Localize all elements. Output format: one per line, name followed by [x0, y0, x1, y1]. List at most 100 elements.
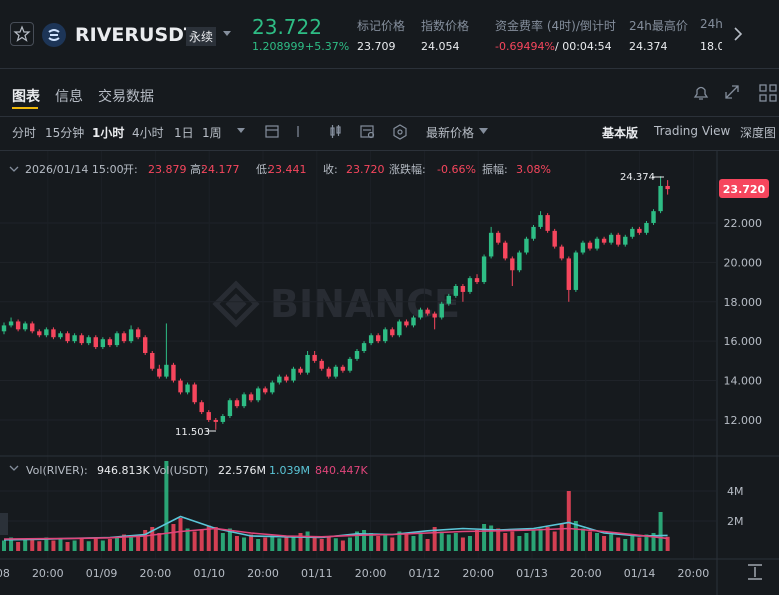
- candle-body: [517, 252, 522, 271]
- last-price-tag-text: 23.720: [723, 183, 766, 196]
- candle-body: [474, 278, 480, 283]
- volume-bar: [602, 536, 607, 551]
- stat-label: 24h最高价: [629, 19, 688, 33]
- symbol-dropdown[interactable]: [222, 30, 232, 38]
- tab[interactable]: 信息: [55, 89, 83, 105]
- divider: [0, 116, 779, 117]
- y-tick-label: 18.000: [724, 296, 763, 309]
- tab[interactable]: 图表: [12, 89, 40, 105]
- stat-value: 24.054: [421, 40, 460, 53]
- view-option[interactable]: 深度图: [740, 126, 777, 140]
- candle-body: [524, 238, 529, 253]
- axis-reset[interactable]: [748, 564, 762, 580]
- tool-icons: [237, 124, 407, 140]
- volume-bar: [489, 525, 494, 551]
- candle-body: [86, 337, 91, 344]
- candle-body: [44, 329, 49, 336]
- view-option[interactable]: 基本版: [602, 126, 639, 140]
- candle-body: [418, 309, 423, 318]
- x-tick-label: 20:00: [462, 567, 494, 580]
- interval[interactable]: 分时: [12, 126, 37, 140]
- collapse-volume[interactable]: [9, 465, 19, 471]
- stats-scroll[interactable]: [722, 0, 779, 68]
- candle-body: [128, 329, 134, 342]
- expand-icon[interactable]: [725, 85, 739, 99]
- candle-body: [411, 317, 416, 326]
- candle-body: [552, 230, 557, 247]
- volume-bar: [623, 539, 628, 551]
- volume-bar: [178, 518, 183, 551]
- stat-value: 23.709: [357, 40, 396, 53]
- calendar-icon[interactable]: [265, 125, 279, 138]
- x-tick-label: 20:00: [678, 567, 710, 580]
- volume-bar: [150, 527, 155, 551]
- volume-bar: [524, 533, 529, 551]
- candle-body: [467, 278, 473, 292]
- tab[interactable]: 交易数据: [98, 89, 154, 105]
- interval[interactable]: 1小时: [92, 126, 125, 140]
- volume-bar: [460, 537, 465, 551]
- info-label: 开:: [123, 163, 138, 176]
- favorite-button[interactable]: [10, 22, 34, 46]
- funding-rate: -0.69494%: [495, 40, 555, 53]
- volume-bar: [496, 528, 501, 551]
- interval[interactable]: 4小时: [132, 126, 164, 140]
- candle-icon[interactable]: [330, 125, 341, 138]
- view-option[interactable]: Trading View: [654, 124, 731, 138]
- volume-bar: [573, 521, 578, 551]
- candle-body: [425, 309, 430, 314]
- settings-icon[interactable]: [393, 124, 407, 140]
- volume-bar: [355, 531, 359, 551]
- candle-body: [488, 232, 494, 257]
- price-type[interactable]: 最新价格: [426, 126, 475, 140]
- interval[interactable]: 15分钟: [45, 126, 85, 140]
- volume-bar: [44, 537, 49, 551]
- candle-body: [185, 384, 190, 393]
- candle-body: [566, 258, 571, 290]
- volume-bar: [326, 536, 331, 551]
- volume-bar: [136, 536, 141, 551]
- volume-bar: [630, 536, 635, 551]
- candle-body: [30, 323, 35, 332]
- symbol[interactable]: RIVERUSDT: [75, 24, 197, 46]
- interval[interactable]: 1日: [174, 126, 194, 140]
- x-tick-label: 01/10: [193, 567, 225, 580]
- candle-body: [432, 313, 437, 318]
- volume-bar: [418, 533, 423, 551]
- x-tick-label: 20:00: [247, 567, 279, 580]
- volume-bar: [185, 528, 190, 551]
- collapse-info[interactable]: [9, 166, 19, 172]
- interval-dropdown[interactable]: [237, 128, 245, 133]
- interval[interactable]: 1周: [202, 126, 222, 140]
- x-tick-label: 01/12: [409, 567, 441, 580]
- candle-body: [559, 246, 564, 259]
- candle-body: [143, 337, 148, 353]
- candle-body: [375, 335, 381, 342]
- x-tick-label: 01/09: [86, 567, 118, 580]
- candle-body: [220, 416, 226, 422]
- candle-body: [227, 400, 233, 417]
- side-handle[interactable]: [0, 513, 8, 535]
- candle-body: [601, 238, 607, 243]
- template-icon[interactable]: [360, 125, 375, 139]
- volume-bar: [439, 531, 444, 551]
- plot-area: [1, 176, 670, 551]
- volume-bar: [65, 542, 70, 551]
- volume-bar: [503, 533, 508, 551]
- candle-body: [263, 388, 268, 393]
- volume-bar: [446, 534, 451, 551]
- bell-icon[interactable]: [693, 86, 709, 100]
- candle-body: [439, 303, 444, 318]
- price-type-dropdown[interactable]: [478, 127, 490, 137]
- volume-bar: [580, 528, 585, 551]
- volume-ma-line: [3, 527, 668, 540]
- layout-icon[interactable]: [759, 84, 777, 102]
- candle-body: [545, 215, 550, 231]
- stats-bar: 标记价格 23.709 指数价格 24.054 资金费率 (4时)/倒计时 -0…: [357, 0, 737, 68]
- volume-bar: [270, 536, 275, 551]
- last-price: 23.722: [252, 15, 322, 39]
- candle-body: [594, 238, 600, 249]
- x-tick-label: 20:00: [140, 567, 172, 580]
- volume-bar: [545, 527, 550, 551]
